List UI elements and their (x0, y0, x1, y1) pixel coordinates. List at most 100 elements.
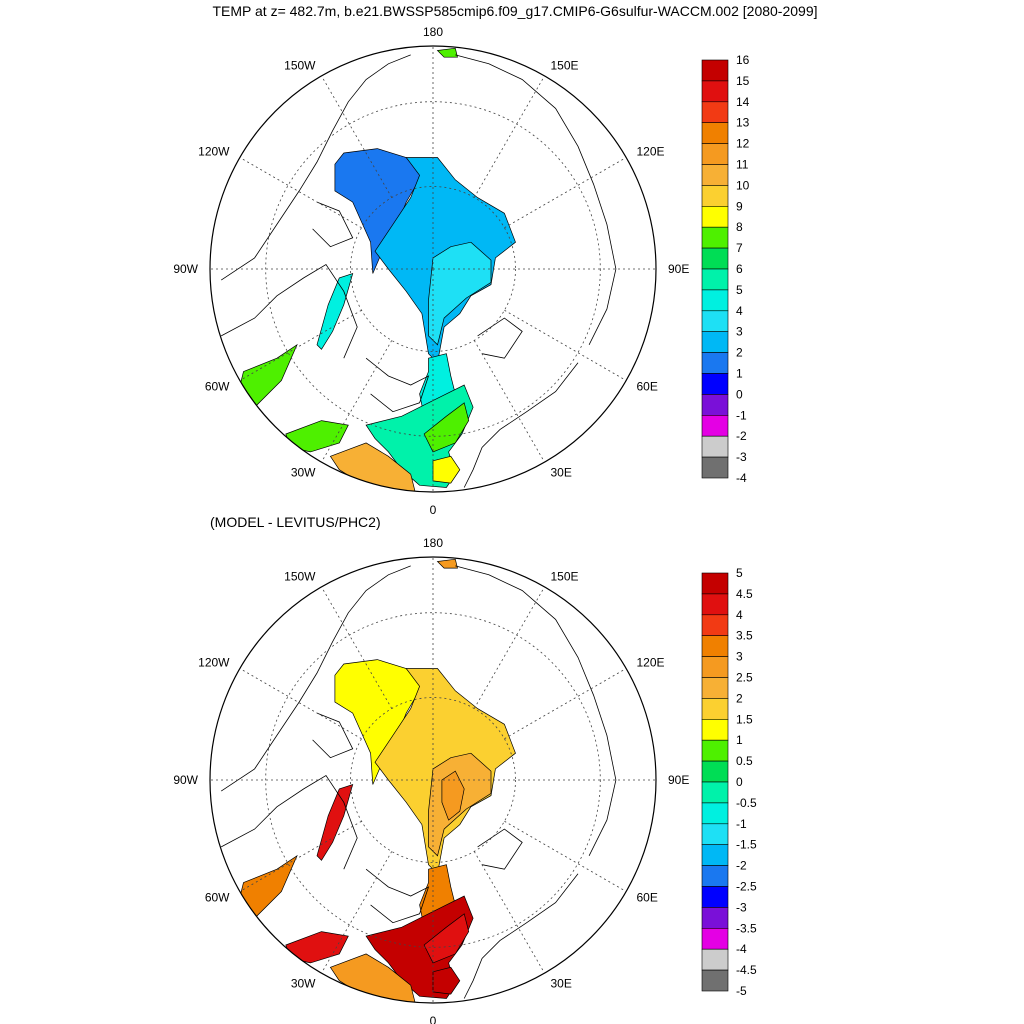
colorbar-swatch (701, 352, 729, 374)
colorbar-tick-label: -3.5 (736, 921, 757, 935)
region-norwegian-core (423, 402, 470, 453)
colorbar-tick-label: -1 (736, 408, 747, 422)
colorbar-swatch (701, 310, 729, 332)
colorbar-tick-label: 1.5 (736, 712, 753, 726)
longitude-label-w60: 60W (205, 380, 230, 394)
coastline (220, 54, 411, 281)
region-labrador-sea (236, 854, 298, 919)
longitude-label-bottom: 0 (430, 503, 437, 517)
colorbar-tick-label: -5 (736, 984, 747, 998)
latitude-circle (265, 612, 601, 948)
colorbar-tick-label: -4 (736, 471, 747, 485)
longitude-label-bottom: 0 (430, 1014, 437, 1024)
colorbar-tick-label: 7 (736, 241, 743, 255)
colorbar-tick-label: 15 (736, 74, 750, 88)
coastline (312, 712, 354, 759)
coastline (365, 868, 430, 924)
colorbar-swatch (701, 247, 729, 270)
colorbar-tick-label: 5 (736, 283, 743, 297)
coastline (463, 362, 579, 488)
colorbar-tick-label: -0.5 (736, 796, 757, 810)
coastline (477, 317, 523, 359)
colorbar-swatch (701, 435, 729, 458)
colorbar-swatch (701, 635, 729, 657)
map-border (209, 45, 657, 493)
colorbar-swatch (701, 927, 729, 950)
meridian-line (473, 586, 545, 709)
meridian-line (504, 668, 627, 740)
longitude-label-w120: 120W (198, 145, 230, 159)
region-lomonosov-core (441, 770, 465, 821)
colorbar-tick-label: 9 (736, 199, 743, 213)
coastline (477, 828, 523, 870)
region-bering-strait (436, 558, 458, 569)
colorbar-swatch (701, 80, 729, 103)
colorbar-swatch (701, 572, 729, 595)
colorbar-tick-label: 3.5 (736, 629, 753, 643)
colorbar-swatch (701, 802, 729, 825)
colorbar-tick-label: 4.5 (736, 587, 753, 601)
coastline (221, 774, 358, 870)
longitude-label-e120: 120E (637, 656, 665, 670)
coastline (365, 357, 430, 413)
longitude-label-e60: 60E (637, 891, 658, 905)
colorbar-swatch (701, 226, 729, 249)
colorbar-swatch (701, 677, 729, 699)
region-labrador-sea (236, 343, 298, 408)
colorbar-swatch (701, 823, 729, 845)
longitude-label-e90: 90E (668, 262, 689, 276)
meridian-line (239, 309, 362, 381)
colorbar-tick-label: 11 (736, 158, 749, 172)
colorbar-swatch (701, 373, 729, 395)
region-baffin-bay (316, 783, 354, 861)
colorbar-swatch (701, 143, 729, 165)
region-irminger-sea (285, 420, 349, 453)
longitude-label-e120: 120E (637, 145, 665, 159)
colorbar-swatch (701, 122, 729, 144)
meridian-line (504, 157, 627, 229)
colorbar-tick-label: 2.5 (736, 671, 753, 685)
colorbar-tick-label: 3 (736, 650, 743, 664)
colorbar-swatch (701, 614, 729, 636)
region-irminger-sea (285, 931, 349, 964)
colorbar-2: 5 4.5 4 3.5 3 2.5 2 1.5 1 0.5 0 -0.5 -1 -1.5 -2 -2.5 -3 -… (701, 566, 757, 998)
colorbar-tick-label: 2 (736, 691, 743, 705)
figure-title: TEMP at z= 482.7m, b.e21.BWSSP585cmip6.f… (212, 3, 817, 19)
longitude-label-e90: 90E (668, 773, 689, 787)
colorbar-swatch (701, 969, 729, 992)
colorbar-tick-label: -3 (736, 900, 747, 914)
longitude-label-w90: 90W (173, 262, 198, 276)
colorbar-swatch (701, 101, 729, 124)
coastline (220, 565, 411, 792)
colorbar-tick-label: 6 (736, 262, 743, 276)
colorbar-tick-label: 13 (736, 116, 750, 130)
colorbar-tick-label: 3 (736, 325, 743, 339)
colorbar-swatch (701, 394, 729, 416)
longitude-label-e150: 150E (551, 59, 579, 73)
panel-1-temperature-map: 180 150E 120E 90E 60E 30E 0 30W 60W 90W 120W 150W (173, 25, 689, 517)
coastline (312, 201, 354, 248)
colorbar-tick-label: 12 (736, 137, 750, 151)
colorbar-tick-label: -2.5 (736, 880, 757, 894)
colorbar-swatch (701, 164, 729, 186)
coastline (463, 873, 579, 999)
colorbar-tick-label: 16 (736, 53, 750, 67)
colorbar-swatch (701, 206, 729, 228)
colorbar-tick-label: 4 (736, 608, 743, 622)
region-norwegian-core (423, 913, 470, 964)
colorbar-swatch (701, 456, 729, 479)
region-baffin-bay (316, 272, 354, 350)
meridian-line (321, 340, 393, 463)
colorbar-tick-label: 5 (736, 566, 743, 580)
panel2-subtitle: (MODEL - LEVITUS/PHC2) (210, 514, 381, 530)
colorbar-swatch (701, 739, 729, 762)
meridian-line (473, 75, 545, 198)
colorbar-tick-label: 1 (736, 733, 743, 747)
colorbar-tick-label: 0 (736, 775, 743, 789)
latitude-circle (350, 697, 516, 863)
colorbar-swatch (701, 760, 729, 783)
meridian-line (321, 586, 393, 709)
longitude-label-e60: 60E (637, 380, 658, 394)
